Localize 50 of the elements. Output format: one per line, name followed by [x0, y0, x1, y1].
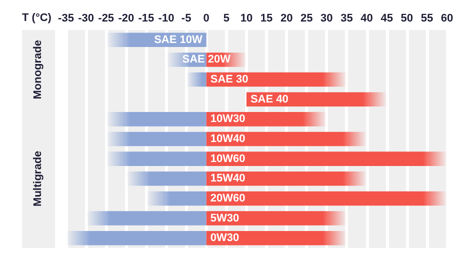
x-tick-label: 30	[320, 12, 333, 24]
bar	[206, 152, 447, 166]
y-tick-label: SAE 40	[250, 93, 288, 106]
x-tick-label: -10	[158, 12, 174, 24]
x-tick-label: 45	[380, 12, 393, 24]
text: Multigrade	[32, 150, 44, 206]
y-tick-label: SAE 20W	[182, 54, 232, 66]
bar	[106, 152, 206, 166]
y-tick-label: 0W30	[210, 232, 240, 244]
bar	[146, 191, 206, 206]
x-tick-label: 60	[440, 12, 454, 24]
y-tick-label: 10W30	[210, 113, 246, 126]
x-tick-label: -5	[181, 12, 192, 24]
bar	[86, 211, 206, 226]
bar	[206, 172, 367, 186]
x-tick-label: -15	[138, 12, 154, 24]
x-tick-label: -30	[78, 12, 94, 24]
x-tick-label: -35	[58, 12, 74, 24]
y-tick-label: 5W30	[210, 212, 240, 224]
y-tick-label: 10W60	[210, 152, 246, 165]
bar	[206, 132, 367, 146]
x-axis-title: T (°C)	[22, 12, 52, 24]
y-tick-label: SAE 10W	[154, 34, 203, 46]
bar	[206, 191, 447, 206]
x-tick-label: 20	[280, 12, 293, 24]
x-tick-label: 5	[223, 12, 230, 24]
x-tick-label: 10	[240, 12, 253, 24]
x-tick-label: 50	[400, 12, 414, 24]
bar	[206, 211, 347, 226]
bar	[66, 230, 206, 246]
bar	[106, 132, 206, 146]
y-tick-label: SAE 30	[210, 74, 248, 86]
x-tick-label: 55	[420, 12, 434, 24]
x-tick-label: 25	[300, 12, 313, 24]
text: Monograde	[32, 40, 44, 100]
x-tick-label: 40	[360, 12, 373, 24]
bar	[186, 72, 206, 87]
y-tick-label: 15W40	[210, 172, 246, 185]
bar	[206, 230, 347, 246]
x-tick-label: -20	[118, 12, 134, 24]
x-tick-label: -25	[98, 12, 114, 24]
x-tick-label: 15	[260, 12, 273, 24]
bar	[206, 112, 327, 126]
y-tick-label: 20W60	[210, 192, 246, 204]
y-tick-label: 10W40	[210, 133, 246, 145]
bar	[246, 92, 387, 106]
bar	[126, 172, 206, 186]
x-tick-label: 35	[340, 12, 353, 24]
x-tick-label: 0	[203, 12, 210, 24]
bar	[106, 112, 206, 126]
